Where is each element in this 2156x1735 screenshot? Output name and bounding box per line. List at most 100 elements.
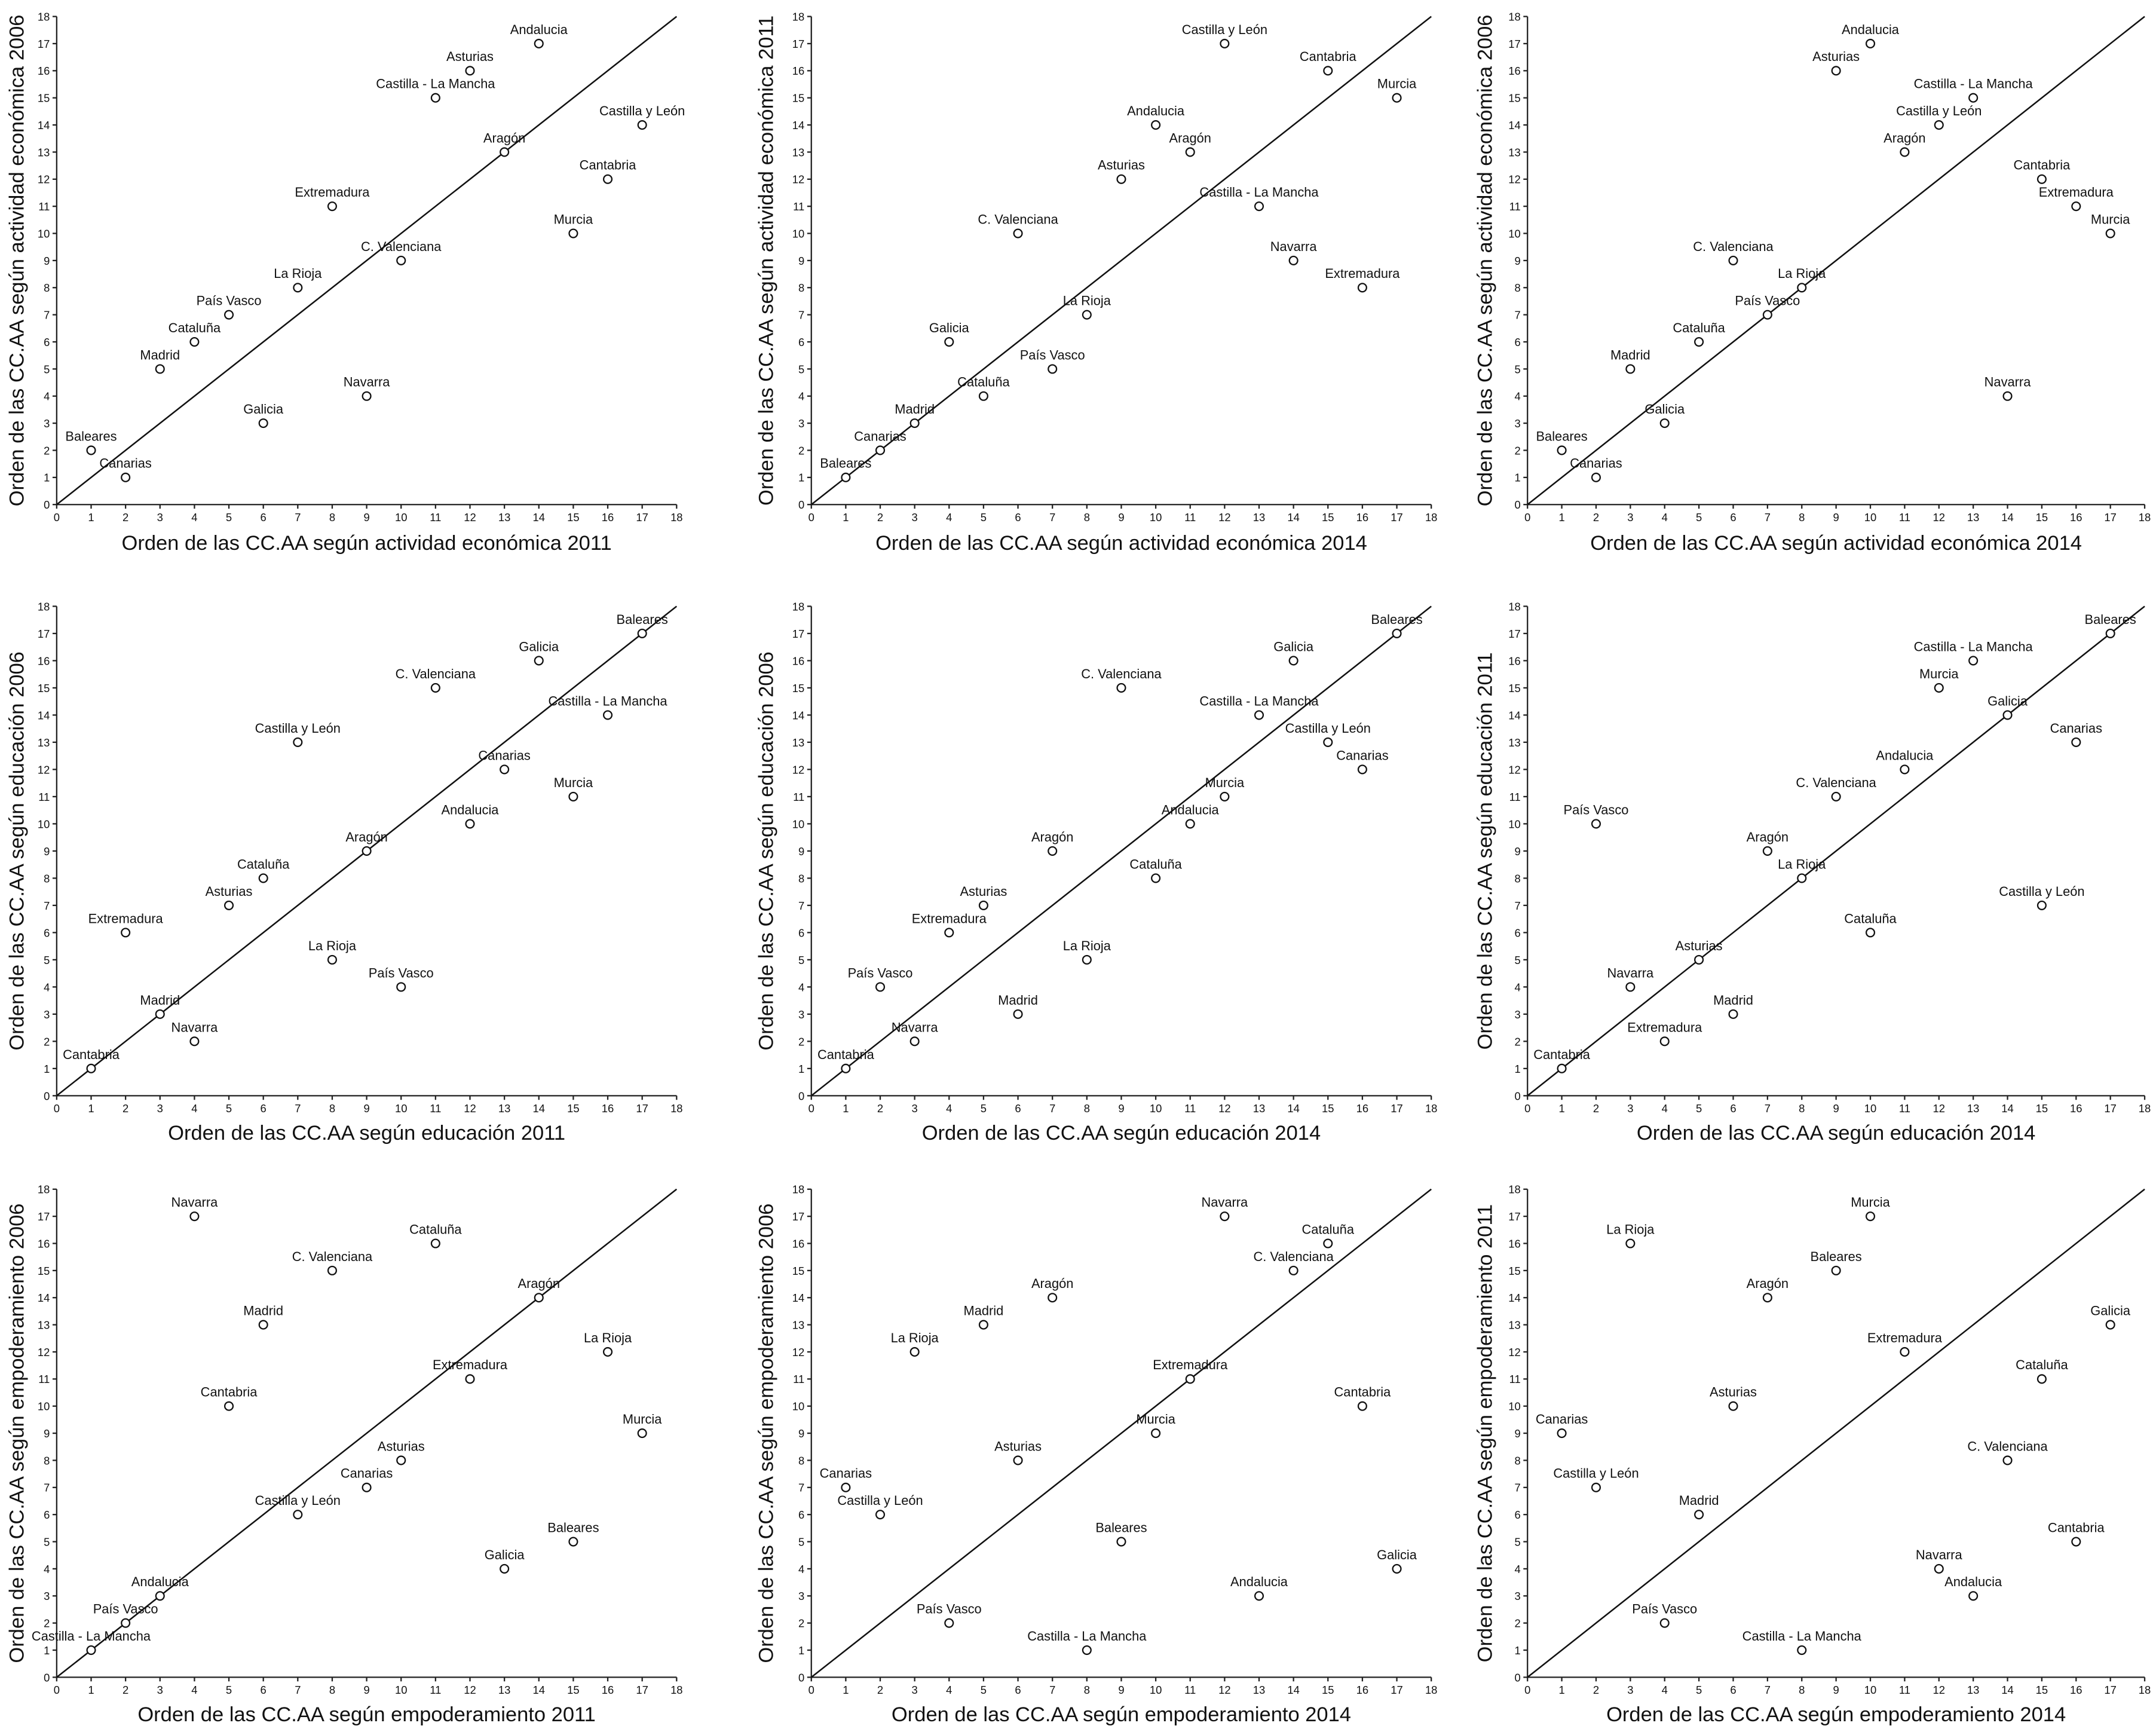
point (944, 1618, 954, 1628)
point-label: C. Valenciana (292, 1249, 373, 1264)
y-tick-label: 1 (798, 472, 804, 484)
y-tick-label: 8 (798, 872, 804, 885)
x-tick-label: 5 (1696, 1102, 1702, 1115)
y-tick-label: 14 (1508, 709, 1520, 721)
point (1659, 418, 1670, 429)
y-axis-title: Orden de las CC.AA según empoderamiento … (6, 1204, 29, 1663)
point (1591, 472, 1601, 482)
x-tick-label: 15 (567, 1684, 579, 1696)
x-tick-label: 16 (1356, 1102, 1368, 1115)
y-tick-label: 0 (44, 1090, 50, 1102)
x-tick-label: 13 (1967, 1684, 1979, 1696)
x-tick-label: 15 (1322, 1102, 1334, 1115)
point-label: La Rioja (1606, 1222, 1655, 1237)
x-tick-label: 15 (567, 1102, 579, 1115)
x-tick-label: 7 (1049, 1684, 1055, 1696)
point (1591, 819, 1601, 829)
point-label: Murcia (2091, 212, 2130, 227)
point-label: Madrid (140, 347, 180, 362)
point (1900, 147, 1910, 157)
y-tick-label: 13 (38, 736, 50, 749)
y-tick-label: 6 (798, 926, 804, 939)
point (121, 472, 131, 482)
point-label: Galicia (485, 1547, 525, 1562)
x-tick-label: 14 (1287, 1102, 1299, 1115)
point (2105, 628, 2115, 638)
y-tick-label: 15 (792, 682, 804, 694)
point-label: Galicia (929, 320, 970, 335)
point-label: Cataluña (1844, 911, 1897, 926)
y-tick-label: 11 (38, 1373, 50, 1385)
y-tick-label: 14 (792, 709, 804, 721)
point (327, 1265, 338, 1275)
point (637, 120, 647, 130)
y-tick-label: 16 (38, 1237, 50, 1250)
point (978, 900, 988, 910)
point (1220, 38, 1230, 49)
y-tick-label: 6 (1514, 336, 1520, 348)
point-label: Castilla y León (255, 1493, 341, 1508)
point (1934, 683, 1944, 693)
x-tick-label: 6 (261, 1684, 267, 1696)
y-tick-label: 1 (798, 1063, 804, 1075)
point (2036, 174, 2047, 184)
y-tick-label: 4 (44, 1563, 50, 1575)
y-tick-label: 12 (792, 1346, 804, 1358)
point (86, 1645, 96, 1656)
y-tick-label: 8 (1514, 872, 1520, 885)
point-label: Madrid (1679, 1493, 1719, 1508)
x-tick-label: 18 (670, 1684, 682, 1696)
y-tick-label: 7 (44, 309, 50, 322)
y-tick-label: 13 (38, 1319, 50, 1332)
x-tick-label: 13 (498, 1684, 510, 1696)
y-tick-label: 7 (44, 899, 50, 912)
x-tick-label: 0 (1524, 1684, 1530, 1696)
y-tick-label: 9 (44, 1427, 50, 1440)
y-tick-label: 13 (1508, 736, 1520, 749)
point (534, 1293, 544, 1303)
x-tick-label: 4 (946, 1684, 952, 1696)
point (1728, 255, 1738, 265)
y-tick-label: 9 (1514, 1427, 1520, 1440)
point (86, 1063, 96, 1073)
point (293, 737, 303, 747)
y-tick-label: 14 (38, 1292, 50, 1304)
point-label: Baleares (1811, 1249, 1862, 1264)
y-tick-label: 5 (1514, 363, 1520, 375)
x-tick-label: 9 (1833, 1102, 1839, 1115)
point (568, 228, 578, 238)
y-tick-label: 2 (44, 1617, 50, 1630)
point (2002, 710, 2013, 720)
point (1185, 1374, 1195, 1384)
point (1013, 228, 1023, 238)
y-tick-label: 4 (798, 1563, 804, 1575)
point (1357, 283, 1367, 293)
point-label: Cataluña (237, 856, 290, 871)
y-tick-label: 6 (44, 926, 50, 939)
point-label: Aragón (518, 1276, 560, 1291)
point-label: La Rioja (584, 1330, 632, 1345)
x-tick-label: 16 (2070, 1102, 2082, 1115)
x-tick-label: 1 (843, 1684, 849, 1696)
x-tick-label: 2 (122, 511, 128, 524)
y-tick-label: 4 (44, 390, 50, 403)
point (1220, 791, 1230, 801)
y-tick-label: 17 (792, 1210, 804, 1223)
x-tick-label: 5 (981, 1102, 987, 1115)
x-tick-label: 8 (1084, 1102, 1090, 1115)
point (1968, 93, 1979, 103)
x-tick-label: 16 (2070, 511, 2082, 524)
x-tick-label: 16 (1356, 511, 1368, 524)
x-tick-label: 0 (54, 1102, 60, 1115)
point-label: Cantabria (580, 158, 637, 173)
x-tick-label: 6 (1015, 1102, 1021, 1115)
point (86, 445, 96, 455)
point (1625, 1238, 1636, 1249)
point (1392, 628, 1402, 638)
y-tick-label: 7 (1514, 1482, 1520, 1494)
point-label: Madrid (243, 1303, 283, 1318)
y-tick-label: 0 (1514, 1090, 1520, 1102)
x-tick-label: 4 (946, 1102, 952, 1115)
x-tick-label: 6 (1730, 511, 1736, 524)
y-tick-label: 5 (798, 1535, 804, 1548)
